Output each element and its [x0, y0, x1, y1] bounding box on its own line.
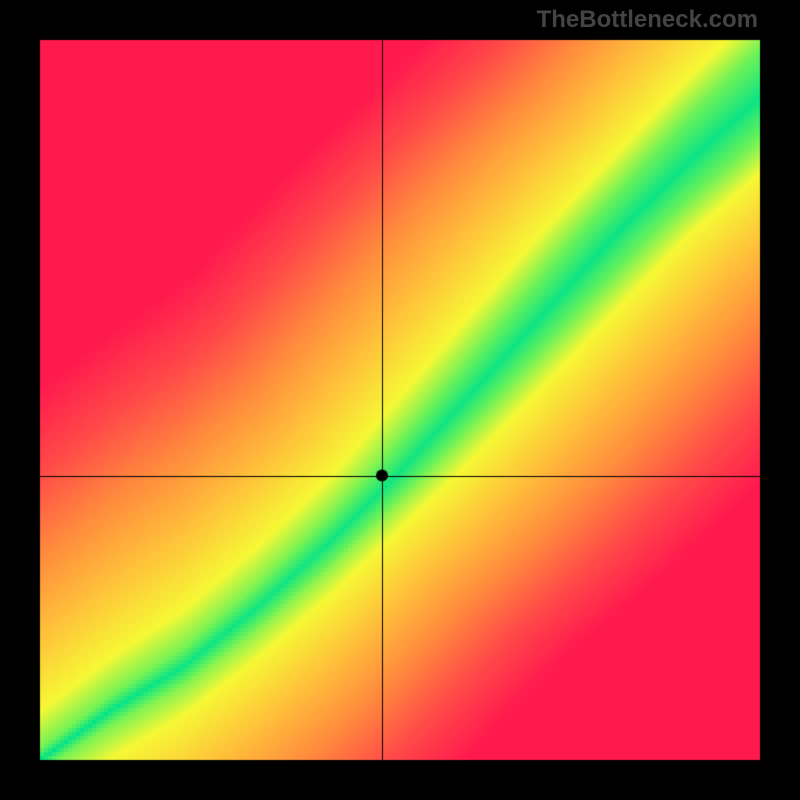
crosshair-overlay: [0, 0, 800, 800]
watermark-text: TheBottleneck.com: [537, 6, 758, 34]
chart-container: { "watermark": { "text": "TheBottleneck.…: [0, 0, 800, 800]
